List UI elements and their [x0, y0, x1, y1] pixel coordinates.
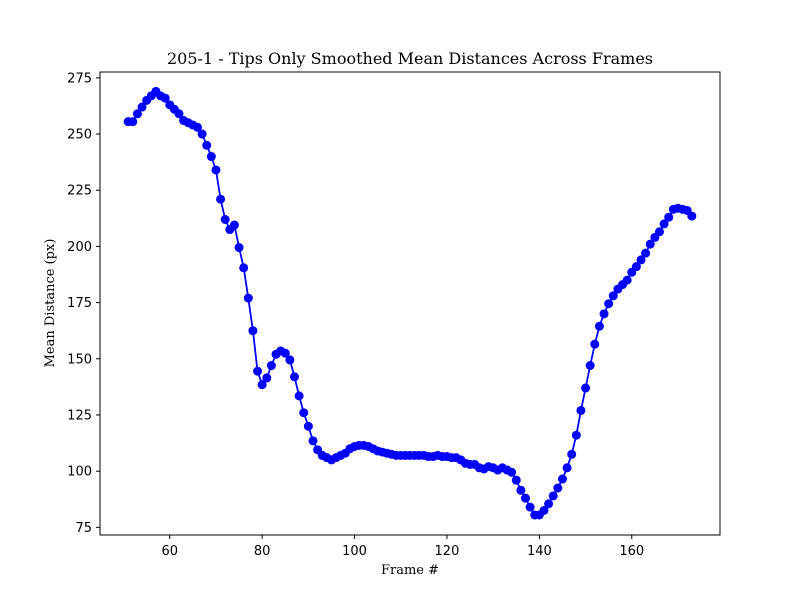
data-point	[160, 93, 170, 103]
data-point	[266, 361, 276, 371]
data-point	[553, 483, 563, 493]
data-point	[557, 474, 567, 484]
data-point	[257, 380, 267, 390]
y-axis: 75 100 125 150 175 200 225 250 275	[67, 71, 100, 536]
data-point	[544, 499, 554, 509]
y-tick-label: 275	[67, 71, 92, 86]
y-tick-label: 150	[67, 352, 92, 367]
data-point	[594, 321, 604, 331]
data-point	[239, 263, 249, 273]
data-point	[299, 408, 309, 418]
data-point	[243, 293, 253, 303]
x-tick-label: 100	[342, 544, 367, 559]
data-point	[211, 165, 221, 175]
x-tick-label: 120	[435, 544, 460, 559]
data-point	[641, 248, 651, 258]
data-point	[192, 122, 202, 132]
x-tick-label: 60	[161, 544, 178, 559]
y-tick-label: 200	[67, 240, 92, 255]
y-axis-label: Mean Distance (px)	[43, 239, 58, 368]
data-point	[664, 212, 674, 222]
plot-frame	[99, 71, 721, 536]
x-tick-label: 80	[254, 544, 271, 559]
data-point	[571, 430, 581, 440]
data-point	[581, 383, 591, 393]
x-axis-label: Frame #	[381, 563, 439, 578]
data-point	[220, 214, 230, 224]
data-point	[516, 485, 526, 495]
y-tick-label: 75	[75, 521, 92, 536]
data-point	[631, 262, 641, 272]
y-tick-label: 100	[67, 465, 92, 480]
data-point	[128, 117, 138, 127]
data-point	[280, 348, 290, 358]
data-point	[511, 475, 521, 485]
data-point	[290, 372, 300, 382]
data-point	[507, 467, 517, 477]
data-point	[539, 506, 549, 516]
data-point	[303, 421, 313, 431]
data-point	[622, 275, 632, 285]
y-tick-label: 175	[67, 296, 92, 311]
x-tick-label: 140	[527, 544, 552, 559]
data-point	[636, 255, 646, 265]
data-point	[197, 129, 207, 139]
data-point	[599, 309, 609, 319]
data-point	[234, 243, 244, 253]
data-point	[659, 219, 669, 229]
data-point	[585, 361, 595, 371]
chart-title: 205-1 - Tips Only Smoothed Mean Distance…	[167, 49, 653, 68]
data-point	[562, 463, 572, 473]
data-point	[206, 152, 216, 162]
y-tick-label: 125	[67, 408, 92, 423]
data-point	[645, 239, 655, 249]
data-point	[253, 366, 263, 376]
data-point	[604, 299, 614, 309]
plot-area	[99, 71, 721, 536]
series-layer	[123, 86, 697, 520]
data-point	[687, 211, 697, 221]
x-tick-label: 160	[619, 544, 644, 559]
data-point	[567, 449, 577, 459]
y-tick-label: 250	[67, 128, 92, 143]
data-point	[229, 220, 239, 230]
data-point	[525, 502, 535, 512]
data-point	[285, 355, 295, 365]
data-point	[308, 436, 318, 446]
data-point	[590, 339, 600, 349]
data-point	[548, 491, 558, 501]
data-point	[202, 140, 212, 150]
data-point	[576, 405, 586, 415]
data-point	[174, 109, 184, 119]
data-point	[294, 391, 304, 401]
y-tick-label: 225	[67, 184, 92, 199]
data-point	[520, 493, 530, 503]
data-point	[262, 373, 272, 383]
data-point	[137, 102, 147, 112]
data-point	[608, 291, 618, 301]
data-point	[654, 227, 664, 237]
data-point	[248, 326, 258, 336]
data-point	[132, 109, 142, 119]
data-point	[216, 194, 226, 204]
x-axis: 60 80 100 120 140 160	[161, 535, 644, 559]
